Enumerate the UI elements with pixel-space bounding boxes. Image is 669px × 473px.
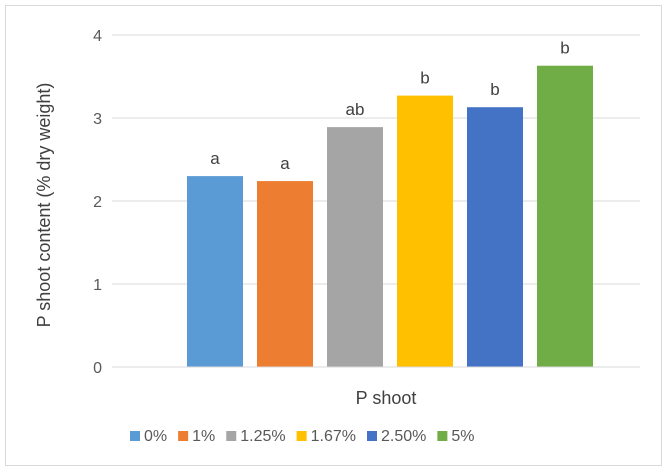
significance-label: a	[210, 149, 220, 168]
legend-label: 5%	[451, 428, 474, 445]
bar-2.50%	[467, 107, 523, 368]
bar-1.25%	[327, 127, 383, 367]
x-axis-title: P shoot	[356, 388, 417, 408]
legend-label: 1.67%	[311, 428, 356, 445]
y-tick-label: 2	[93, 194, 102, 211]
significance-label: ab	[346, 100, 365, 119]
legend-label: 0%	[144, 428, 167, 445]
legend: 0% 1% 1.25% 1.67% 2.50% 5%	[130, 428, 475, 445]
bar-1%	[257, 181, 313, 367]
legend-swatch	[130, 431, 140, 441]
bar-0%	[187, 176, 243, 367]
significance-label: a	[280, 154, 290, 173]
y-tick-label: 1	[93, 277, 102, 294]
legend-label: 1.25%	[240, 428, 285, 445]
legend-swatch	[226, 431, 237, 441]
y-tick-label: 0	[93, 360, 102, 377]
y-tick-label: 3	[93, 111, 102, 128]
legend-swatch	[367, 431, 377, 441]
bar-5%	[537, 65, 593, 368]
significance-label: b	[420, 69, 429, 88]
y-tick-label: 4	[93, 28, 102, 45]
legend-swatch	[178, 431, 189, 441]
y-axis-ticks: 0 1 2 3 4	[93, 28, 102, 377]
significance-label: b	[560, 39, 569, 58]
significance-label: b	[490, 80, 499, 99]
legend-swatch	[437, 431, 448, 441]
legend-label: 2.50%	[381, 428, 426, 445]
legend-label: 1%	[192, 428, 215, 445]
bars	[187, 65, 593, 368]
legend-swatch	[296, 431, 307, 441]
y-axis-title: P shoot content (% dry weight)	[34, 83, 54, 328]
bar-1.67%	[397, 95, 453, 367]
significance-labels: a a ab b b b	[210, 39, 569, 173]
